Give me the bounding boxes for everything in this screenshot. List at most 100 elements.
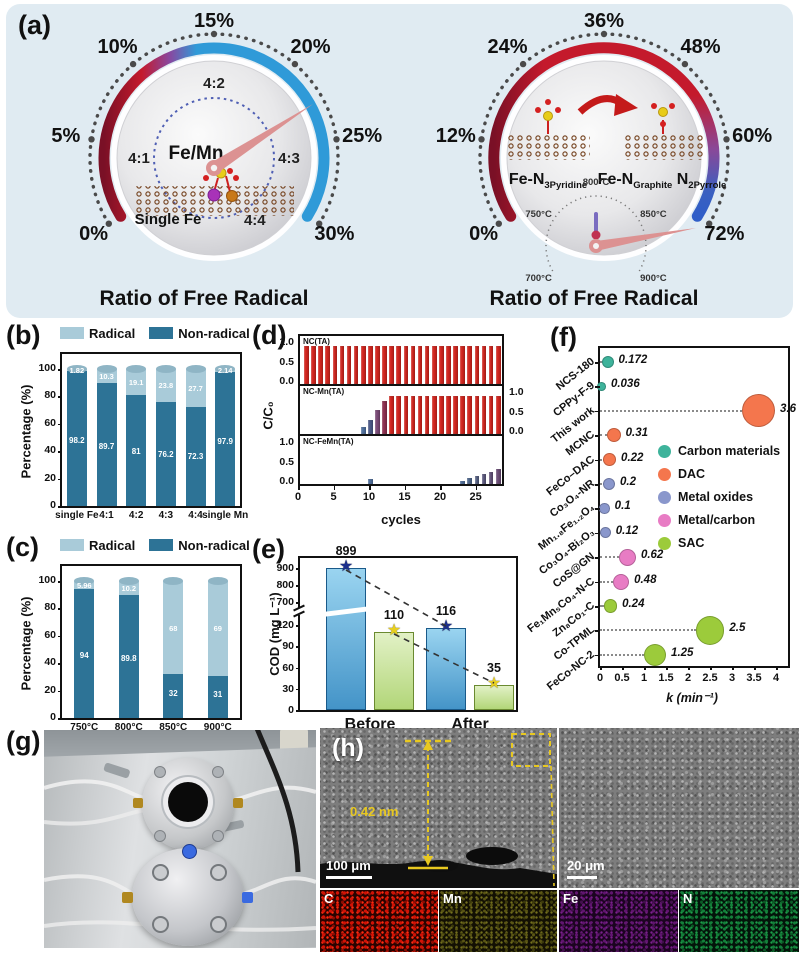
value-radical: 10.3	[99, 372, 114, 382]
y-tickmark	[58, 506, 62, 508]
inner-tick-44: 4:4	[244, 212, 266, 229]
leader-line	[600, 556, 619, 559]
cycle-bar	[460, 346, 465, 384]
flange-bottom	[122, 844, 253, 946]
legend-item: DAC	[658, 467, 780, 481]
bolt	[154, 830, 166, 842]
legend-label: SAC	[678, 536, 705, 550]
bubble-value: 2.5	[729, 622, 746, 635]
segment-nonradical	[66, 371, 87, 506]
value-nonradical: 32	[168, 689, 178, 699]
y-tick-d: 0.0	[509, 425, 524, 437]
viewport-window	[168, 782, 208, 822]
bolt	[152, 916, 169, 933]
x-tick: 2.5	[702, 672, 718, 684]
gauge-arc-red	[488, 42, 700, 222]
panel-e: (e) COD (mg L⁻¹) 0 30 60 90 120 700 800 900 ★ 899…	[252, 534, 546, 736]
y-tick: 20	[44, 683, 56, 696]
outer-tick-1: 12%	[436, 125, 476, 147]
temp-needle	[589, 228, 696, 253]
x-tickmark	[369, 486, 371, 490]
outer-tick-3: 15%	[194, 10, 234, 32]
cycle-bar	[431, 346, 437, 384]
cycle-bar	[325, 346, 331, 384]
sem-cross-section: (h) 0.42 nm 100 μm	[320, 728, 557, 888]
legend-label: Carbon materials	[678, 444, 781, 458]
legend-b: Radical Non-radical	[60, 326, 250, 341]
transition-arrow	[577, 94, 638, 116]
y-tick: 0	[288, 704, 294, 716]
stacked-bar: 1.82 98.2	[66, 364, 87, 506]
legend-label-radical: Radical	[89, 326, 136, 341]
y-tick: 100	[38, 574, 56, 586]
panel-f: (f) 0.172 NCS-180 0.036 CPPy-F-9 3.6 This wor…	[525, 322, 799, 722]
scalebar-left-label: 100 μm	[326, 858, 371, 873]
cycle-bar	[481, 396, 487, 434]
cycle-bar	[332, 346, 338, 384]
temp-2: 800°C	[583, 177, 610, 188]
x-tick-d: 25	[469, 491, 482, 503]
gauge-center-label: Fe/Mn	[169, 143, 224, 164]
site1-label: Fe-N	[509, 171, 545, 188]
cycle-bar	[311, 346, 316, 384]
y-tick-d: 1.0	[509, 386, 524, 399]
site-cluster-left	[535, 99, 561, 134]
cycle-bar	[431, 396, 437, 434]
eds-map-n: N	[679, 890, 799, 952]
thermometer-icon	[591, 212, 601, 240]
bubble-value: 0.62	[640, 549, 664, 562]
value-label: 110	[383, 608, 405, 623]
legend-dot	[658, 467, 671, 481]
x-tick: 3.5	[746, 672, 762, 684]
legend-item: Metal oxides	[658, 490, 780, 504]
inner-tick-ring	[153, 97, 275, 219]
cycle-bar	[410, 396, 416, 434]
outer-tick-4: 20%	[290, 36, 330, 58]
bubble	[618, 548, 636, 566]
cylinder-cap	[118, 577, 139, 585]
ylabel-b: Percentage (%)	[18, 384, 34, 479]
y-tick-d: 0.0	[279, 375, 294, 387]
y-tick: 0	[50, 711, 56, 723]
y-tick: 40	[44, 656, 56, 669]
star-marker: ★	[386, 622, 402, 640]
panel-label-c: (c)	[6, 532, 39, 562]
gauge-arc-blue	[688, 89, 720, 222]
value-label: 35	[487, 661, 501, 676]
cycle-bar	[410, 346, 416, 384]
site1-sub: 3Pyridine	[544, 180, 587, 191]
y-tick: 80	[44, 601, 56, 614]
x-category: 900°C	[203, 722, 232, 733]
temp-1: 750°C	[525, 209, 552, 220]
stacked-bar: 10.3 89.7	[96, 365, 117, 506]
bubble	[695, 616, 725, 645]
ylabel-c: Percentage (%)	[18, 596, 34, 691]
xlabel-f: k (min⁻¹)	[666, 691, 718, 705]
leader-line	[600, 580, 614, 583]
y-tickmark	[296, 625, 300, 627]
cycle-bar	[474, 346, 480, 384]
temp-3: 850°C	[640, 209, 667, 220]
value-nonradical: 94	[79, 651, 89, 661]
outer-tick-1: 5%	[51, 125, 80, 147]
y-tickmark	[296, 585, 300, 587]
legend-swatch-radical	[60, 539, 84, 551]
bubble-value: 0.172	[618, 354, 648, 366]
leader-line	[600, 483, 603, 485]
cycle-bar	[389, 346, 394, 384]
legend-dot	[658, 536, 671, 550]
y-tick: 0	[50, 499, 56, 511]
legend-f: Carbon materials DAC Metal oxides Metal/car…	[658, 444, 780, 559]
x-tick: 2	[684, 672, 692, 684]
fitting-brass	[122, 892, 133, 903]
bubble	[606, 428, 621, 443]
panel-label-h: (h)	[332, 734, 364, 762]
value-radical: 1.82	[69, 366, 85, 376]
cycle-bar	[403, 396, 409, 434]
bolt	[154, 766, 166, 778]
y-tick: 60	[44, 416, 56, 429]
cycle-bar	[403, 346, 409, 384]
legend-dot	[658, 490, 671, 504]
y-tickmark	[296, 667, 300, 670]
